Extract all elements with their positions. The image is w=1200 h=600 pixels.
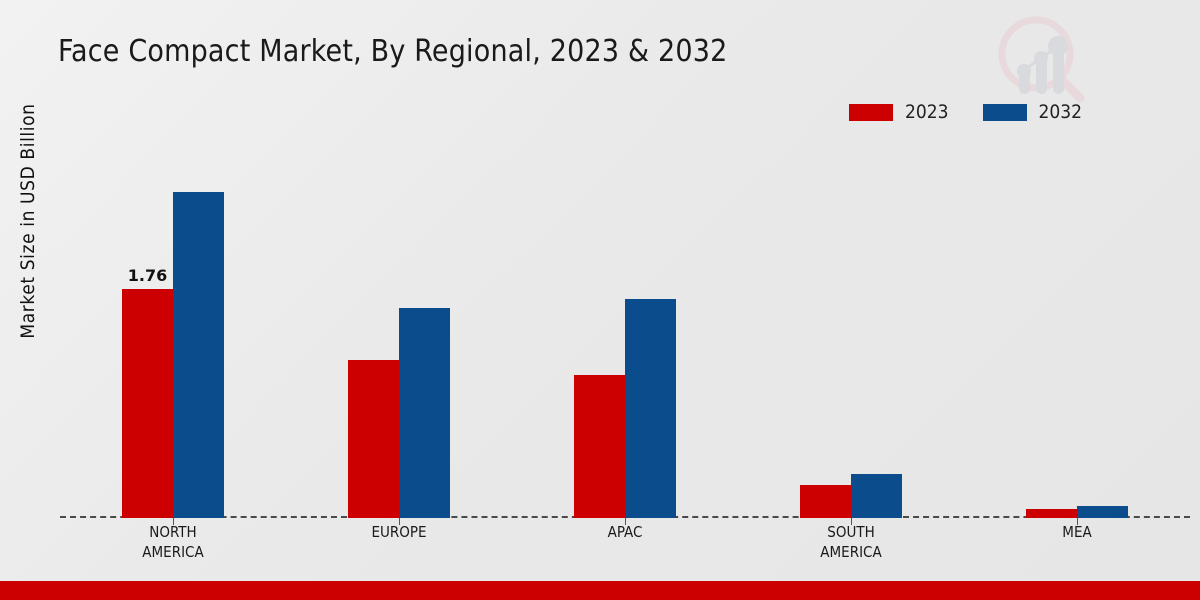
bar-pair [800, 140, 902, 518]
x-axis-label-south-america: SOUTH AMERICA [738, 522, 964, 562]
x-axis-label-line: EUROPE [371, 523, 427, 541]
x-axis-label-line: AMERICA [820, 543, 882, 561]
bar-group [286, 140, 512, 525]
bar-2023-north-america[interactable]: 1.76 [122, 266, 173, 518]
legend-item-2032[interactable]: 2032 [982, 101, 1083, 123]
x-axis-label-line: SOUTH [827, 523, 875, 541]
plot-area: 1.76 [60, 140, 1190, 525]
x-axis-label-line: MEA [1062, 523, 1092, 541]
y-axis-title: Market Size in USD Billion [17, 103, 39, 339]
x-axis-tick [851, 518, 852, 525]
x-axis-label-line: AMERICA [142, 543, 204, 561]
bar-pair [1026, 140, 1128, 518]
watermark-logo-icon [998, 16, 1085, 103]
x-axis-tick [1077, 518, 1078, 525]
bar-2023-europe[interactable] [348, 360, 399, 518]
bar-pair: 1.76 [122, 140, 224, 518]
x-axis-category-labels: NORTH AMERICA EUROPE APAC SOUTH AMERICA MEA [60, 522, 1190, 562]
legend-label-2023: 2023 [905, 101, 949, 123]
x-axis-tick [173, 518, 174, 525]
bar-2032-north-america[interactable] [173, 192, 224, 518]
legend-item-2023[interactable]: 2023 [849, 101, 949, 123]
bar-2032-south-america[interactable] [851, 473, 902, 518]
bar-group [964, 140, 1190, 525]
x-axis-label-europe: EUROPE [286, 522, 512, 562]
bar-2032-europe[interactable] [399, 308, 450, 518]
bar-group [738, 140, 964, 525]
x-axis-label-line: APAC [607, 523, 643, 541]
x-axis-label-line: NORTH [149, 523, 197, 541]
legend-label-2032: 2032 [1038, 101, 1083, 123]
x-axis-tick [625, 518, 626, 525]
chart-title: Face Compact Market, By Regional, 2023 &… [58, 34, 728, 69]
bar-2023-mea[interactable] [1026, 508, 1077, 518]
bar-2023-south-america[interactable] [800, 485, 851, 518]
bar-pair [348, 140, 450, 518]
chart-legend: 2023 2032 [849, 101, 1082, 123]
bar-2032-apac[interactable] [625, 299, 676, 518]
bar-2032-mea[interactable] [1077, 506, 1128, 518]
bar-value-label: 1.76 [127, 265, 168, 285]
bar-group [512, 140, 738, 525]
legend-swatch-2023 [849, 103, 893, 121]
x-axis-label-apac: APAC [512, 522, 738, 562]
x-axis-tick [399, 518, 400, 525]
footer-accent-bar [0, 581, 1200, 600]
x-axis-label-north-america: NORTH AMERICA [60, 522, 286, 562]
bar-2023-apac[interactable] [574, 374, 625, 518]
bar-pair [574, 140, 676, 518]
x-axis-label-mea: MEA [964, 522, 1190, 562]
legend-swatch-2032 [982, 103, 1027, 121]
bar-groups: 1.76 [60, 140, 1190, 525]
bar-group: 1.76 [60, 140, 286, 525]
